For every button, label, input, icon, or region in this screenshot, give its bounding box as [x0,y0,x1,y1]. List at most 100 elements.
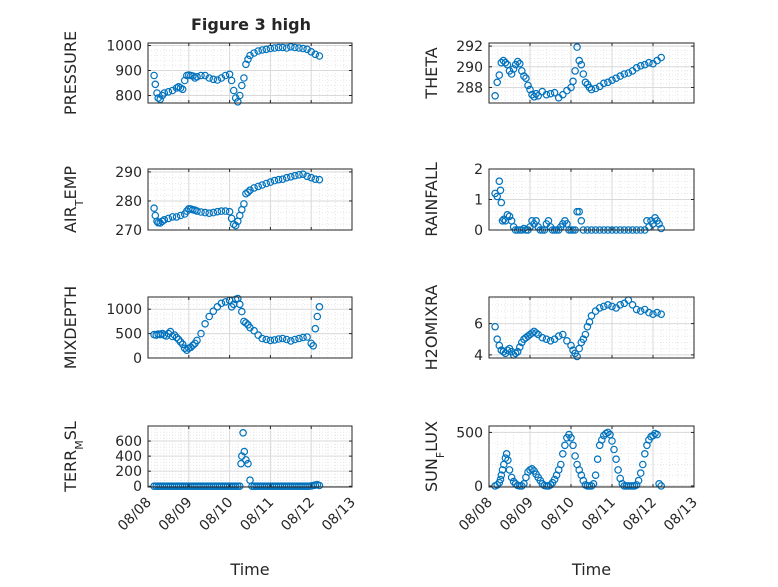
x-tick-label: 08/12 [278,495,318,535]
y-tick-label: 0 [474,479,483,495]
y-axis-label: PRESSURE [61,31,80,115]
data-point [172,333,181,342]
data-point [168,86,177,95]
data-point [649,431,657,440]
data-point [496,475,505,484]
y-axis-label: THETA [422,47,441,99]
data-point [172,213,181,221]
data-point [178,85,187,94]
data-point [546,481,555,489]
data-point [258,181,267,189]
data-point [278,175,287,184]
x-tick-label: 08/12 [620,495,660,535]
data-point [286,173,295,181]
data-point [295,171,303,179]
y-tick-label: 0 [133,479,142,495]
data-point [556,460,565,469]
data-point [164,88,173,96]
data-point [307,173,316,182]
data-point [571,452,579,460]
data-point [150,204,158,213]
data-point [653,430,661,439]
data-point [608,437,616,445]
x-axis-label: Time [571,560,611,579]
y-tick-label: 280 [115,194,142,210]
data-point [587,482,596,490]
data-point [497,471,506,480]
data-point [616,300,625,309]
axes-box [147,168,353,231]
data-point [201,208,209,217]
data-point [197,208,205,216]
data-point [509,65,518,73]
y-tick-label: 1000 [106,302,142,318]
data-point [311,175,320,184]
data-point [193,207,201,215]
data-point [587,85,596,94]
data-point [507,473,516,482]
data-point [496,186,505,195]
data-point [528,464,536,473]
data-point [313,312,322,321]
data-point [262,179,271,188]
data-point [209,75,218,84]
data-point [239,428,247,437]
data-point [240,74,248,82]
data-point [534,92,543,100]
axes-box [488,425,695,488]
data-point [573,43,581,51]
data-point [657,224,666,233]
data-point [493,192,502,201]
data-point [225,207,234,216]
y-axis-label: SUNFLUX [422,421,447,492]
data-point [176,338,185,346]
data-point [258,334,267,343]
x-tick-label: 08/11 [237,495,277,535]
data-point [236,482,244,491]
data-point [610,445,618,454]
subplot-rainfall: 0 1 2 RAINFALL [422,162,695,239]
data-point [558,449,567,458]
x-tick-label: 08/08 [456,495,496,535]
x-tick-label: 08/09 [156,495,196,535]
data-point [315,302,324,311]
data-point [503,211,512,219]
axes-box [147,296,353,359]
data-point [278,334,287,343]
data-point [657,482,666,490]
figure-title: Figure 3 high [191,15,311,34]
data-point [244,188,252,197]
subplot-pressure: 800 900 1000 PRESSURE [61,31,353,115]
data-point [501,58,510,67]
data-point [168,213,177,221]
axes-box [488,42,695,104]
y-axis-label: RAINFALL [422,162,441,237]
data-point [493,78,502,87]
data-point [505,212,514,221]
data-point [236,300,244,309]
data-point [244,459,252,468]
plot-area [148,169,352,230]
data-point [303,333,311,341]
data-point [504,456,512,465]
data-point [511,349,520,358]
data-point [591,84,600,93]
data-point [291,171,299,180]
y-tick-label: 800 [115,89,142,105]
data-point [632,305,641,314]
data-point [213,76,222,84]
data-point [270,44,279,52]
data-point [620,70,629,78]
data-point [579,476,588,485]
data-point [315,481,324,490]
data-point [295,44,303,52]
data-point [307,339,316,348]
data-point [577,217,586,225]
data-point [160,89,169,97]
data-point [495,177,504,186]
data-point [591,471,600,480]
data-point [205,209,214,218]
x-tick-label: 08/11 [579,495,619,535]
